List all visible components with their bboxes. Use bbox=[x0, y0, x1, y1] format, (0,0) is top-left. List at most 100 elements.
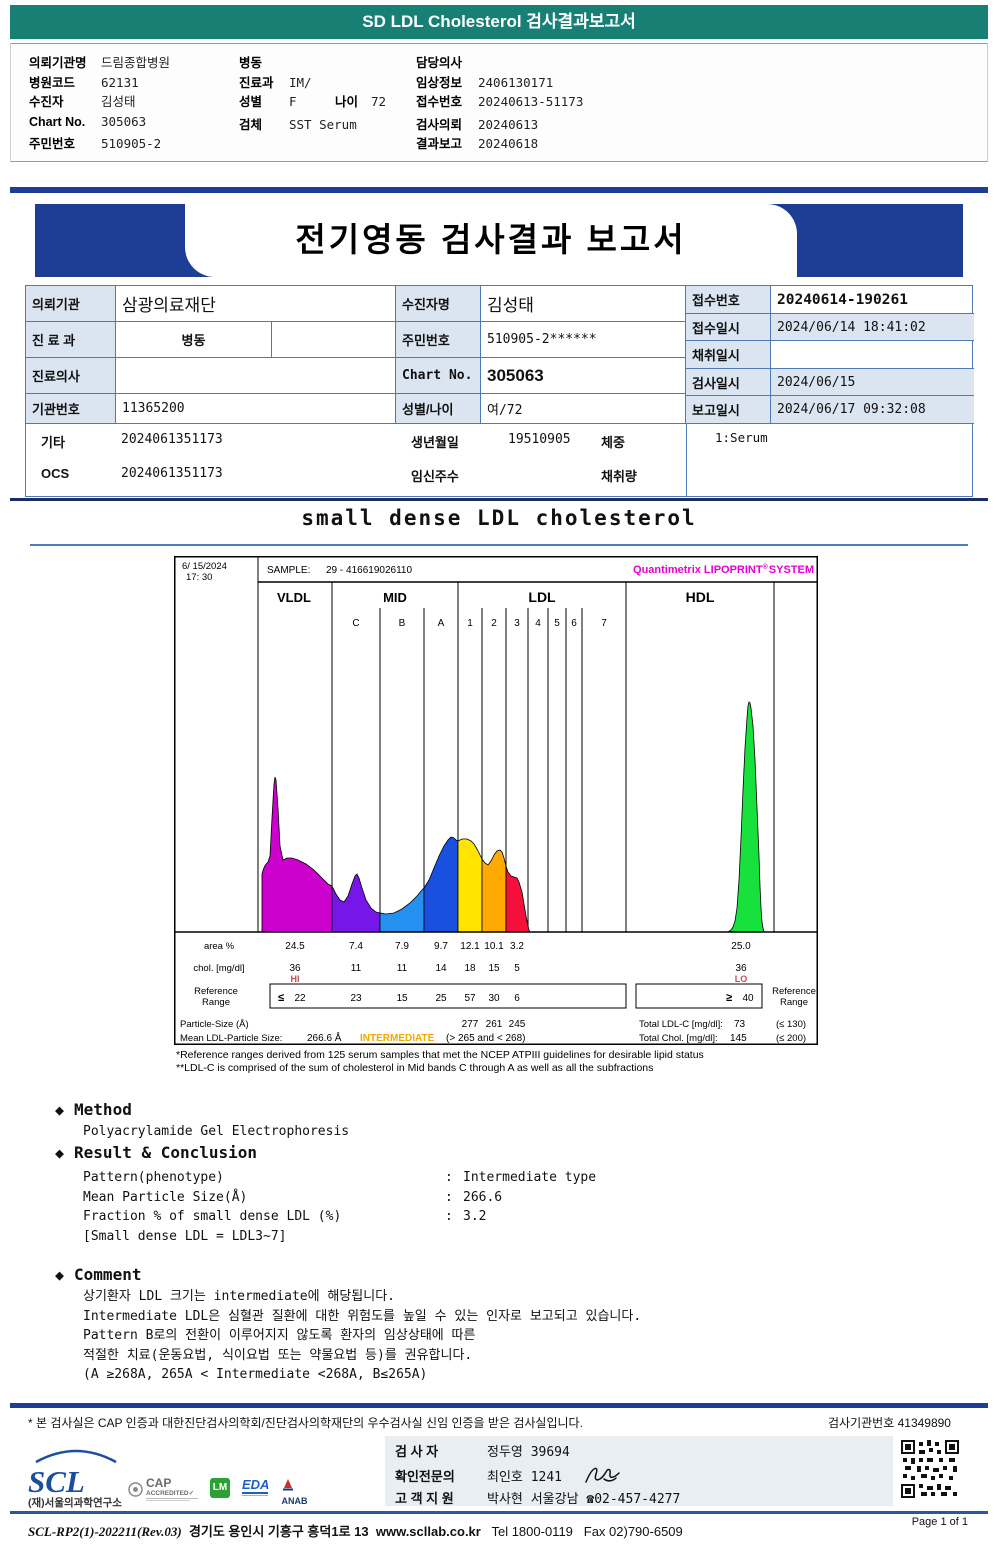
info-row: 담당의사 bbox=[416, 56, 463, 70]
table-value: 2024/06/14 18:41:02 bbox=[771, 314, 974, 341]
page-number: Page 1 of 1 bbox=[911, 1516, 968, 1528]
divider-line bbox=[10, 498, 988, 501]
ref-op: ≤ bbox=[278, 992, 284, 1004]
info-row: 진료과 IM/ bbox=[239, 74, 312, 90]
patient-info-col1: 의뢰기관명 드림종합병원 병원코드 62131 수진자 김성태 Chart No. 30… bbox=[29, 52, 170, 153]
table-label: 주민번호 bbox=[396, 322, 481, 358]
ldl3-peak bbox=[505, 865, 531, 933]
result-heading: ◆ Result & Conclusion bbox=[55, 1143, 258, 1162]
particle-size: 261 bbox=[486, 1019, 503, 1030]
anab-logo-icon: ANAB bbox=[281, 1478, 307, 1506]
table-label: 진료의사 bbox=[26, 358, 116, 394]
ref-range-box bbox=[269, 983, 627, 1009]
subband-label: A bbox=[438, 618, 445, 629]
table-label: 진 료 과 bbox=[26, 322, 116, 358]
stat-label: Reference bbox=[772, 986, 816, 997]
footnote-line: *Reference ranges derived from 125 serum… bbox=[176, 1049, 704, 1061]
result-row: Mean Particle Size(Å):266.6 bbox=[83, 1189, 503, 1205]
table-label: OCS bbox=[41, 466, 70, 481]
info-row: 병원코드 62131 bbox=[29, 74, 139, 90]
info-row: 성별 F 나이 72 bbox=[239, 94, 387, 109]
cap-accredited-icon: CAP ACCREDITED✓ bbox=[128, 1477, 198, 1501]
table-value: 19510905 bbox=[508, 432, 571, 447]
ref-range-box-hdl bbox=[635, 983, 763, 1009]
area-value: 24.5 bbox=[285, 941, 305, 952]
mean-note: (> 265 and < 268) bbox=[446, 1033, 526, 1044]
table-label: 의뢰기관 bbox=[26, 286, 116, 322]
banner-title: 전기영동 검사결과 보고서 bbox=[295, 221, 687, 258]
result-rows: Pattern(phenotype): Intermediate type Mea… bbox=[83, 1170, 596, 1248]
result-row: Pattern(phenotype): Intermediate type bbox=[83, 1170, 597, 1185]
table-value: 510905-2****** bbox=[481, 322, 686, 358]
table-value: 2024061351173 bbox=[121, 432, 223, 447]
ref-value: 23 bbox=[350, 993, 362, 1004]
table-value bbox=[116, 358, 396, 394]
area-value: 9.7 bbox=[434, 941, 448, 952]
table-label: 접수일시 bbox=[686, 314, 771, 341]
report-info-table: 의뢰기관 삼광의료재단 진 료 과 병동 진료의사 기관번호 11365200 … bbox=[25, 285, 974, 497]
table-value: 2024/06/17 09:32:08 bbox=[771, 396, 974, 424]
table-label: 채취일시 bbox=[686, 341, 771, 369]
divider-line bbox=[10, 187, 988, 193]
ldl1-peak bbox=[457, 838, 483, 933]
result-note: [Small dense LDL = LDL3~7] bbox=[83, 1228, 287, 1244]
subband-label: B bbox=[399, 618, 406, 629]
info-row: 수진자 김성태 bbox=[29, 94, 136, 109]
chol-value: 11 bbox=[397, 963, 408, 974]
table-sublabel: 병동 bbox=[116, 322, 272, 358]
table-value: 2024/06/15 bbox=[771, 369, 974, 396]
mean-size: 266.6 Å bbox=[307, 1031, 342, 1044]
staff-row: 고 객 지 원 박사현 서울강남 ☎02-457-4277 bbox=[395, 1491, 681, 1507]
ref-value: 40 bbox=[742, 993, 754, 1004]
eda-logo-icon: EDA bbox=[242, 1478, 269, 1496]
scl-arc-icon bbox=[35, 1449, 117, 1464]
area-value: 7.4 bbox=[349, 941, 363, 952]
sample-value: 29 - 416619026110 bbox=[326, 565, 412, 576]
report-header-bar: SD LDL Cholesterol 검사결과보고서 bbox=[10, 5, 988, 39]
scl-logo-text: SCL bbox=[28, 1464, 85, 1499]
chol-value: 36 bbox=[735, 963, 747, 974]
signature-block: 검 사 자 정두영 39694 확인전문의 최인호 1241 고 객 지 원 박사현 … bbox=[385, 1436, 893, 1507]
info-row: 의뢰기관명 드림종합병원 bbox=[29, 55, 171, 70]
stat-label: Total LDL-C [mg/dl]: bbox=[639, 1019, 723, 1030]
qr-code-icon bbox=[901, 1440, 959, 1498]
comment-line: (A ≥268A, 265A < Intermediate <268A, B≤2… bbox=[83, 1367, 428, 1382]
info-row: Chart No. 305063 bbox=[29, 113, 147, 129]
cert-logos: CAP ACCREDITED✓ LM EDA ANAB bbox=[128, 1477, 307, 1506]
chol-value: 5 bbox=[514, 963, 520, 974]
table-value: 305063 bbox=[481, 358, 686, 394]
table-value: 20240614-190261 bbox=[771, 286, 974, 314]
chart-time: 17: 30 bbox=[186, 572, 212, 583]
table-label: Chart No. bbox=[396, 358, 481, 394]
table-label: 검사일시 bbox=[686, 369, 771, 396]
lipoprint-chart: 6/ 15/2024 17: 30 SAMPLE: 29 - 416619026… bbox=[174, 556, 818, 1045]
diamond-bullet-icon: ◆ bbox=[55, 1266, 65, 1284]
diamond-bullet-icon: ◆ bbox=[55, 1144, 65, 1162]
subband-label: C bbox=[352, 618, 359, 629]
total-ldl-ref: (≤ 130) bbox=[776, 1019, 806, 1030]
anab-mark-icon bbox=[283, 1479, 294, 1491]
ref-value: 15 bbox=[396, 993, 408, 1004]
ref-op: ≥ bbox=[726, 992, 732, 1004]
cert-note: * 본 검사실은 CAP 인증과 대한진단검사의학회/진단검사의학재단의 우수검… bbox=[28, 1416, 583, 1430]
subband-label: 4 bbox=[535, 618, 541, 629]
lm-logo-icon: LM bbox=[210, 1478, 230, 1498]
ref-value: 25 bbox=[435, 993, 447, 1004]
table-value: 삼광의료재단 bbox=[116, 286, 396, 322]
hi-flag: HI bbox=[291, 974, 300, 984]
table-label: 보고일시 bbox=[686, 396, 771, 424]
divider-line bbox=[10, 1403, 988, 1408]
subband-label: 3 bbox=[514, 618, 520, 629]
chol-value: 15 bbox=[488, 963, 500, 974]
table-label: 생년월일 bbox=[411, 435, 459, 450]
band-label-vldl: VLDL bbox=[277, 590, 311, 605]
table-misc-area: 기타 2024061351173 OCS 2024061351173 생년월일 … bbox=[26, 424, 686, 497]
diamond-bullet-icon: ◆ bbox=[55, 1101, 65, 1119]
table-value bbox=[272, 322, 396, 358]
sample-label: SAMPLE: bbox=[267, 565, 310, 576]
subband-label: 6 bbox=[571, 618, 577, 629]
lab-fax: Fax 02)790-6509 bbox=[583, 1524, 683, 1539]
scl-org-name: (재)서울의과학연구소 bbox=[28, 1497, 122, 1509]
patient-info-box: 의뢰기관명 드림종합병원 병원코드 62131 수진자 김성태 Chart No. 30… bbox=[10, 43, 988, 162]
